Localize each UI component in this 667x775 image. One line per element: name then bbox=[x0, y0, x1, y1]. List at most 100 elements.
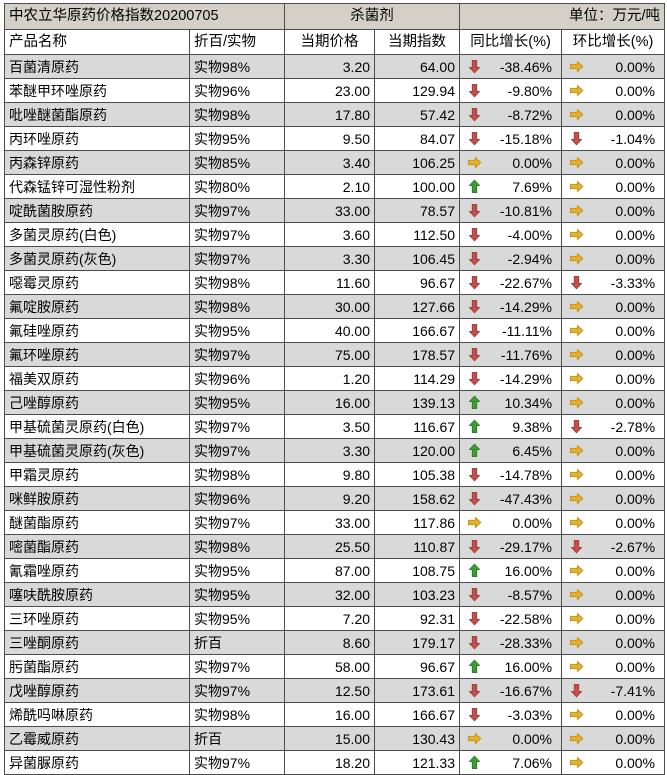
table-row[interactable]: 三环唑原药 实物95% 7.20 92.31 -22.58% 0.00% bbox=[4, 606, 666, 631]
cell-mom-growth-value: -3.33% bbox=[610, 274, 656, 291]
table-row[interactable]: 肟菌酯原药 实物97% 58.00 96.67 16.00% 0.00% bbox=[4, 654, 666, 679]
arrow-down-icon bbox=[464, 251, 484, 266]
cell-current-index: 57.42 bbox=[374, 102, 461, 127]
cell-product-name: 氟啶胺原药 bbox=[4, 294, 190, 319]
table-row[interactable]: 啶酰菌胺原药 实物97% 33.00 78.57 -10.81% 0.00% bbox=[4, 198, 666, 223]
cell-yoy-growth-value: -4.00% bbox=[507, 226, 553, 243]
cell-spec: 折百 bbox=[188, 630, 286, 655]
cell-yoy-growth-value: 16.00% bbox=[504, 562, 553, 579]
cell-current-index: 166.67 bbox=[374, 318, 461, 343]
cell-mom-growth: 0.00% bbox=[561, 630, 666, 655]
table-row[interactable]: 甲霜灵原药 实物98% 9.80 105.38 -14.78% 0.00% bbox=[4, 462, 666, 487]
table-row[interactable]: 多菌灵原药(白色) 实物97% 3.60 112.50 -4.00% 0.00% bbox=[4, 222, 666, 247]
table-row[interactable]: 百菌清原药 实物98% 3.20 64.00 -38.46% 0.00% bbox=[4, 54, 666, 79]
cell-product-name: 福美双原药 bbox=[4, 366, 190, 391]
cell-mom-growth: 0.00% bbox=[561, 246, 666, 271]
table-row[interactable]: 咪鲜胺原药 实物96% 9.20 158.62 -47.43% 0.00% bbox=[4, 486, 666, 511]
cell-current-price: 9.20 bbox=[284, 486, 376, 511]
cell-current-price: 32.00 bbox=[284, 582, 376, 607]
table-row[interactable]: 丙森锌原药 实物85% 3.40 106.25 0.00% 0.00% bbox=[4, 150, 666, 175]
arrow-right-icon bbox=[566, 251, 586, 266]
table-row[interactable]: 氟硅唑原药 实物95% 40.00 166.67 -11.11% 0.00% bbox=[4, 318, 666, 343]
cell-current-index: 110.87 bbox=[374, 534, 461, 559]
cell-spec: 实物98% bbox=[188, 534, 286, 559]
table-row[interactable]: 醚菌酯原药 实物97% 33.00 117.86 0.00% 0.00% bbox=[4, 510, 666, 535]
table-row[interactable]: 甲基硫菌灵原药(灰色) 实物97% 3.30 120.00 6.45% 0.00% bbox=[4, 438, 666, 463]
table-row[interactable]: 噻呋酰胺原药 实物95% 32.00 103.23 -8.57% 0.00% bbox=[4, 582, 666, 607]
arrow-up-icon bbox=[464, 755, 484, 770]
cell-mom-growth: 0.00% bbox=[561, 150, 666, 175]
table-row[interactable]: 吡唑醚菌酯原药 实物98% 17.80 57.42 -8.72% 0.00% bbox=[4, 102, 666, 127]
cell-spec: 实物97% bbox=[188, 246, 286, 271]
cell-current-price: 7.20 bbox=[284, 606, 376, 631]
cell-product-name: 三环唑原药 bbox=[4, 606, 190, 631]
cell-product-name: 代森锰锌可湿性粉剂 bbox=[4, 174, 190, 199]
cell-yoy-growth-value: -16.67% bbox=[499, 682, 553, 699]
arrow-down-icon bbox=[464, 107, 484, 122]
cell-current-price: 25.50 bbox=[284, 534, 376, 559]
table-row[interactable]: 多菌灵原药(灰色) 实物97% 3.30 106.45 -2.94% 0.00% bbox=[4, 246, 666, 271]
table-row[interactable]: 乙霉威原药 折百 15.00 130.43 0.00% 0.00% bbox=[4, 726, 666, 751]
cell-spec: 实物95% bbox=[188, 126, 286, 151]
cell-product-name: 苯醚甲环唑原药 bbox=[4, 78, 190, 103]
table-row[interactable]: 氟环唑原药 实物97% 75.00 178.57 -11.76% 0.00% bbox=[4, 342, 666, 367]
cell-yoy-growth: -8.57% bbox=[459, 582, 563, 607]
arrow-right-icon bbox=[566, 83, 586, 98]
table-row[interactable]: 烯酰吗啉原药 实物98% 16.00 166.67 -3.03% 0.00% bbox=[4, 702, 666, 727]
arrow-down-icon bbox=[566, 539, 586, 554]
cell-product-name: 三唑酮原药 bbox=[4, 630, 190, 655]
cell-spec: 实物97% bbox=[188, 342, 286, 367]
cell-yoy-growth-value: -15.18% bbox=[499, 130, 553, 147]
cell-yoy-growth: -9.80% bbox=[459, 78, 563, 103]
cell-spec: 实物96% bbox=[188, 486, 286, 511]
cell-mom-growth-value: 0.00% bbox=[615, 82, 656, 99]
table-row[interactable]: 嘧菌酯原药 实物98% 25.50 110.87 -29.17% -2.67% bbox=[4, 534, 666, 559]
table-row[interactable]: 甲基硫菌灵原药(白色) 实物97% 3.50 116.67 9.38% -2.78% bbox=[4, 414, 666, 439]
spreadsheet-sheet: 中农立华原药价格指数20200705 杀菌剂 单位：万元/吨 产品名称 折百/实… bbox=[3, 3, 666, 775]
cell-current-index: 100.00 bbox=[374, 174, 461, 199]
cell-spec: 实物95% bbox=[188, 582, 286, 607]
cell-mom-growth: 0.00% bbox=[561, 390, 666, 415]
cell-yoy-growth-value: -22.67% bbox=[499, 274, 553, 291]
cell-mom-growth: 0.00% bbox=[561, 342, 666, 367]
cell-yoy-growth: 16.00% bbox=[459, 558, 563, 583]
arrow-right-icon bbox=[566, 659, 586, 674]
cell-product-name: 氟硅唑原药 bbox=[4, 318, 190, 343]
table-row[interactable]: 己唑醇原药 实物95% 16.00 139.13 10.34% 0.00% bbox=[4, 390, 666, 415]
table-row[interactable]: 噁霉灵原药 实物98% 11.60 96.67 -22.67% -3.33% bbox=[4, 270, 666, 295]
arrow-up-icon bbox=[464, 659, 484, 674]
cell-mom-growth: 0.00% bbox=[561, 654, 666, 679]
table-row[interactable]: 三唑酮原药 折百 8.60 179.17 -28.33% 0.00% bbox=[4, 630, 666, 655]
cell-spec: 实物97% bbox=[188, 222, 286, 247]
cell-current-price: 33.00 bbox=[284, 198, 376, 223]
cell-mom-growth: 0.00% bbox=[561, 582, 666, 607]
cell-current-price: 3.20 bbox=[284, 54, 376, 79]
cell-mom-growth-value: 0.00% bbox=[615, 610, 656, 627]
cell-product-name: 噻呋酰胺原药 bbox=[4, 582, 190, 607]
cell-product-name: 己唑醇原药 bbox=[4, 390, 190, 415]
cell-current-index: 96.67 bbox=[374, 654, 461, 679]
table-row[interactable]: 异菌脲原药 实物97% 18.20 121.33 7.06% 0.00% bbox=[4, 750, 666, 775]
cell-mom-growth: -2.78% bbox=[561, 414, 666, 439]
table-row[interactable]: 苯醚甲环唑原药 实物96% 23.00 129.94 -9.80% 0.00% bbox=[4, 78, 666, 103]
cell-product-name: 甲基硫菌灵原药(白色) bbox=[4, 414, 190, 439]
column-header-product-name: 产品名称 bbox=[4, 29, 190, 55]
cell-mom-growth-value: 0.00% bbox=[615, 442, 656, 459]
arrow-down-icon bbox=[464, 707, 484, 722]
cell-current-price: 12.50 bbox=[284, 678, 376, 703]
table-row[interactable]: 氰霜唑原药 实物95% 87.00 108.75 16.00% 0.00% bbox=[4, 558, 666, 583]
table-row[interactable]: 福美双原药 实物96% 1.20 114.29 -14.29% 0.00% bbox=[4, 366, 666, 391]
cell-current-index: 117.86 bbox=[374, 510, 461, 535]
table-row[interactable]: 代森锰锌可湿性粉剂 实物80% 2.10 100.00 7.69% 0.00% bbox=[4, 174, 666, 199]
column-header-index: 当期指数 bbox=[374, 29, 461, 55]
cell-yoy-growth-value: -22.58% bbox=[499, 610, 553, 627]
arrow-right-icon bbox=[566, 59, 586, 74]
arrow-right-icon bbox=[566, 155, 586, 170]
table-row[interactable]: 戊唑醇原药 实物97% 12.50 173.61 -16.67% -7.41% bbox=[4, 678, 666, 703]
cell-current-price: 2.10 bbox=[284, 174, 376, 199]
table-row[interactable]: 氟啶胺原药 实物98% 30.00 127.66 -14.29% 0.00% bbox=[4, 294, 666, 319]
cell-mom-growth-value: -1.04% bbox=[610, 130, 656, 147]
table-row[interactable]: 丙环唑原药 实物95% 9.50 84.07 -15.18% -1.04% bbox=[4, 126, 666, 151]
cell-yoy-growth-value: -14.29% bbox=[499, 298, 553, 315]
cell-current-price: 75.00 bbox=[284, 342, 376, 367]
